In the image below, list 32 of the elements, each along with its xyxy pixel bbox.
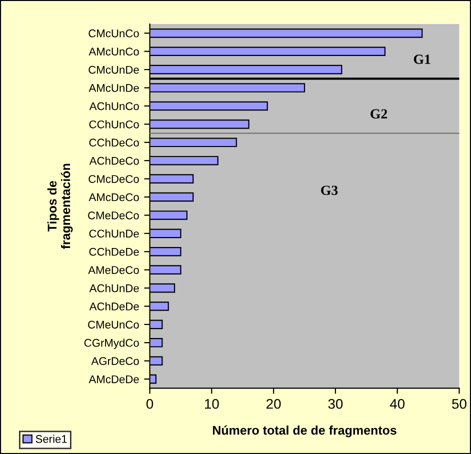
y-tick-label: CMcDeCo (88, 175, 139, 183)
y-tick-label: AMcDeDe (88, 375, 139, 384)
annotation: G2 (370, 109, 388, 119)
y-tick-label: CChDeDe (89, 248, 139, 256)
y-tick-label: CChUnDe (89, 229, 139, 238)
x-tick-label: 10 (205, 398, 219, 409)
y-tick-label: CGrMydCo (84, 338, 139, 349)
y-tick-label: CMcUnDe (88, 66, 139, 74)
y-axis-title: Tipos de fragmentación (47, 164, 73, 249)
y-tick-label: AMcUnDe (88, 84, 139, 92)
x-tick-label: 40 (390, 398, 405, 409)
y-tick-label: AMeDeCo (88, 266, 139, 274)
y-tick-label: AMcDeCo (88, 193, 139, 202)
y-tick-label: AGrDeCo (91, 357, 139, 365)
y-tick-label: AChUnDe (89, 284, 139, 292)
x-tick-label: 0 (146, 398, 154, 409)
x-tick-label: 30 (328, 398, 343, 409)
annotation: G3 (321, 186, 338, 196)
y-tick-label: CMeDeCo (88, 211, 139, 220)
y-tick-label: CMeUnCo (88, 320, 139, 329)
annotation: G1 (414, 54, 430, 64)
y-tick-label: AChDeCo (89, 156, 139, 165)
y-tick-label: AChUnCo (89, 102, 139, 110)
x-tick-label: 50 (452, 398, 466, 409)
y-tick-label: AChDeDe (89, 302, 139, 310)
x-tick-label: 20 (266, 398, 281, 409)
legend-label: Serie1 (36, 434, 67, 443)
y-tick-label: CChDeCo (89, 138, 139, 147)
x-axis-title: Número total de de fragmentos (212, 425, 396, 438)
y-tick-label: CChUnCo (89, 120, 139, 128)
y-tick-label: AMcUnCo (88, 48, 139, 56)
y-tick-label: CMcUnCo (88, 29, 139, 38)
